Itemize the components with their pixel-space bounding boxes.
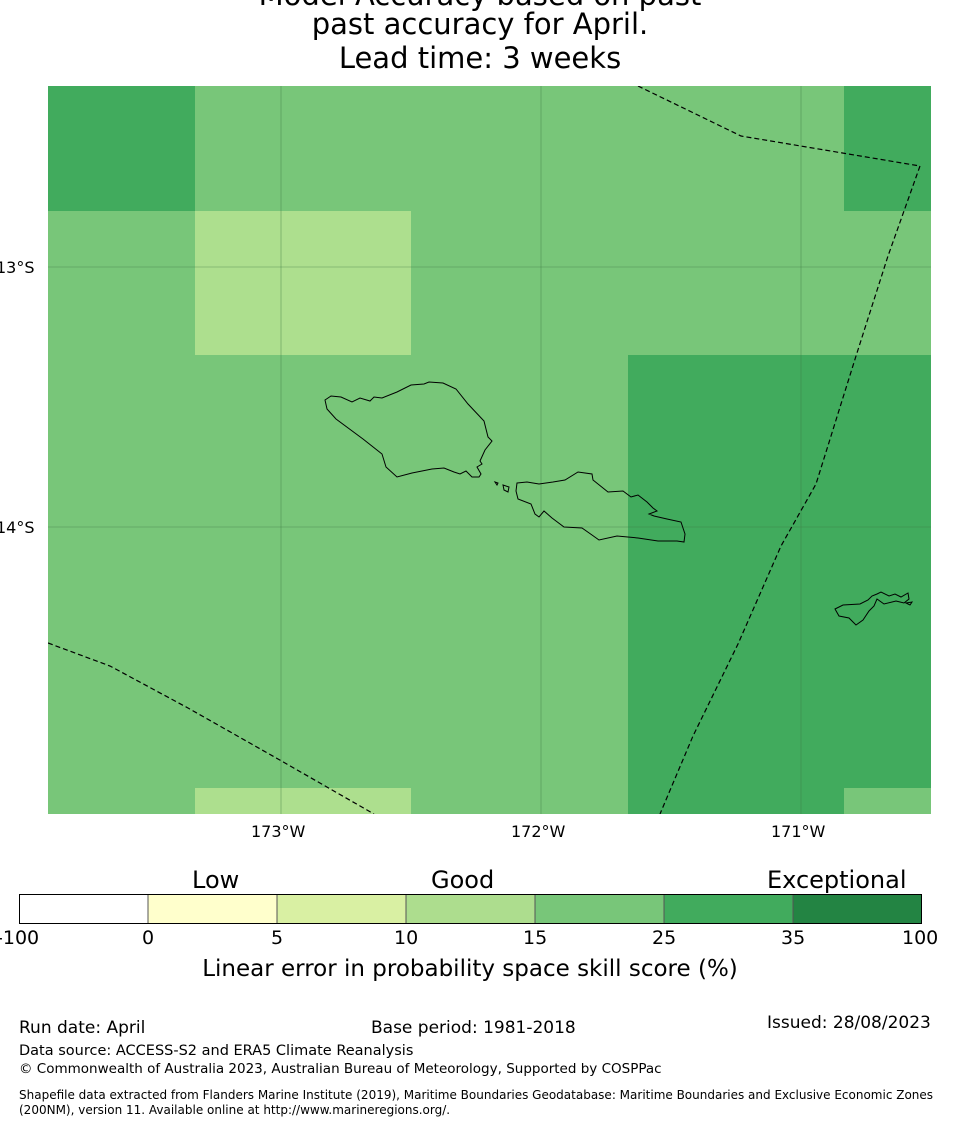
lon-label: 173°W <box>251 822 306 841</box>
skill-map[interactable] <box>47 85 931 815</box>
island-upolu <box>515 471 686 543</box>
cell-skill-25-35 <box>48 86 195 211</box>
colorbar-segment <box>664 894 793 924</box>
colorbar-tick: 10 <box>394 927 419 949</box>
colorbar-segment <box>148 894 277 924</box>
lat-label: 13°S <box>0 258 35 277</box>
island-savaii <box>324 381 493 478</box>
category-low: Low <box>192 866 240 894</box>
island-aunuu <box>904 601 914 606</box>
data-source: Data source: ACCESS-S2 and ERA5 Climate … <box>19 1043 414 1059</box>
lat-label: 14°S <box>0 518 35 537</box>
island-tutuila <box>834 591 910 626</box>
title-line-2: past accuracy for April. <box>311 7 649 41</box>
island-apolima <box>493 481 499 486</box>
cell-skill-10-15 <box>195 211 411 355</box>
colorbar-tick: 35 <box>781 927 806 949</box>
colorbar-label: Linear error in probability space skill … <box>202 956 738 982</box>
maritime-boundary <box>47 85 921 815</box>
colorbar-segment <box>19 894 148 924</box>
colorbar-svg <box>19 894 922 924</box>
colorbar-segment <box>535 894 664 924</box>
issued-date: Issued: 28/08/2023 <box>767 1013 931 1033</box>
colorbar-tick: -100 <box>0 927 40 949</box>
colorbar-tick: 100 <box>902 927 939 949</box>
base-period: Base period: 1981-2018 <box>371 1018 576 1038</box>
map-canvas <box>47 85 931 815</box>
colorbar-segment <box>277 894 406 924</box>
coastlines <box>324 381 914 626</box>
cell-skill-25-35 <box>844 86 931 211</box>
cell-skill-15-25 <box>844 788 931 814</box>
colorbar-tick: 25 <box>652 927 677 949</box>
colorbar-segment <box>793 894 922 924</box>
copyright: © Commonwealth of Australia 2023, Austra… <box>19 1061 662 1077</box>
category-exceptional: Exceptional <box>767 866 907 894</box>
colorbar-segment <box>406 894 535 924</box>
colorbar-tick: 5 <box>271 927 284 949</box>
lon-label: 171°W <box>771 822 826 841</box>
cell-skill-10-15 <box>195 788 411 814</box>
lon-label: 172°W <box>511 822 566 841</box>
title-line-1: Model Accuracy based on past <box>0 0 960 12</box>
title-line-3: Lead time: 3 weeks <box>338 41 622 75</box>
run-date: Run date: April <box>19 1018 146 1038</box>
island-manono <box>502 484 510 493</box>
shapefile-credit: Shapefile data extracted from Flanders M… <box>19 1088 934 1117</box>
category-good: Good <box>431 866 495 894</box>
colorbar-tick: 15 <box>523 927 548 949</box>
colorbar-tick: 0 <box>142 927 155 949</box>
colorbar <box>19 894 922 924</box>
graticule <box>48 86 931 814</box>
cell-skill-25-35 <box>628 355 931 814</box>
